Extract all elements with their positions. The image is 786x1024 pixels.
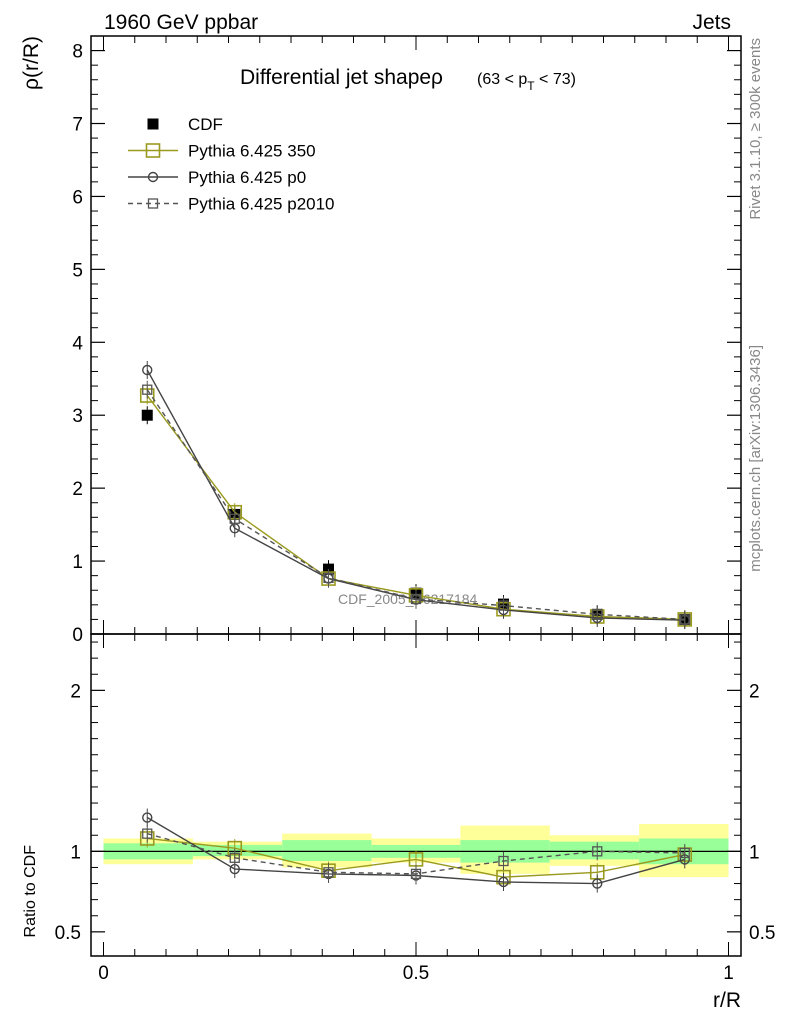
ratio-y-tick-label-right: 1 <box>749 842 760 863</box>
top-point-3-6 <box>679 614 690 625</box>
ratio-point-2-6 <box>679 847 690 859</box>
main-plot-panel: Differential jet shapeρ (63 < pT < 73) ρ… <box>20 36 741 646</box>
y-tick-label: 0 <box>72 625 83 646</box>
legend-marker-3 <box>147 198 159 209</box>
header-right: Jets <box>692 11 731 34</box>
ratio-series-group <box>139 808 693 893</box>
ratio-y-tick-label-right: 0.5 <box>749 923 775 944</box>
top-point-3-4 <box>498 600 509 611</box>
y-tick-label: 4 <box>72 333 83 354</box>
y-ticks-bottom: 0.5 0.5 1 1 2 2 <box>55 641 775 944</box>
top-point-3-2 <box>323 572 334 583</box>
ratio-y-label: Ratio to CDF <box>22 845 39 938</box>
band-inner <box>282 840 372 862</box>
legend-label: Pythia 6.425 350 <box>188 142 316 161</box>
x-ticks: 0 0.5 1 <box>98 634 734 984</box>
y-tick-label: 5 <box>72 260 83 281</box>
y-ticks-top: 0 1 2 3 4 5 6 7 8 <box>72 36 741 646</box>
ratio-point-2-0 <box>142 828 153 839</box>
y-tick-label: 7 <box>72 115 83 136</box>
y-tick-label: 6 <box>72 187 83 208</box>
rivet-label: Rivet 3.1.10, ≥ 300k events <box>747 38 764 220</box>
ratio-point-1-4 <box>498 876 509 888</box>
legend-marker-2 <box>147 171 159 183</box>
legend-label: Pythia 6.425 p2010 <box>188 195 335 214</box>
y-tick-label: 2 <box>72 479 83 500</box>
ratio-point-1-0 <box>142 812 153 823</box>
ratio-point-2-4 <box>498 855 509 867</box>
ratio-point-2-5 <box>592 846 603 857</box>
header-left: 1960 GeV ppbar <box>104 11 258 34</box>
top-point-3-5 <box>592 609 603 620</box>
legend-marker-1 <box>145 143 161 158</box>
legend-label: Pythia 6.425 p0 <box>188 168 306 187</box>
top-series-group <box>139 361 693 630</box>
ratio-point-2-3 <box>410 868 422 880</box>
ratio-point-2-1 <box>229 852 240 863</box>
legend: CDF Pythia 6.425 350 Pythia 6.425 p0 Pythia… <box>128 115 335 214</box>
top-point-3-1 <box>229 513 240 524</box>
ratio-point-1-5 <box>592 878 603 889</box>
uncertainty-bands <box>103 823 729 878</box>
y-axis-label: ρ(r/R) <box>20 36 43 90</box>
main-subtitle: (63 < pT < 73) <box>477 71 576 93</box>
top-point-2-0 <box>142 364 153 376</box>
top-point-3-0 <box>142 384 153 395</box>
top-point-0-0 <box>141 409 153 421</box>
ratio-y-tick-label-right: 2 <box>749 681 760 702</box>
band-inner <box>549 841 640 860</box>
ratio-point-2-2 <box>323 867 334 878</box>
legend-label: CDF <box>188 115 223 134</box>
top-point-3-3 <box>410 593 422 605</box>
x-tick-label: 0 <box>98 963 109 984</box>
y-tick-label: 8 <box>72 42 83 63</box>
x-axis-label: r/R <box>713 989 741 1012</box>
y-tick-label: 3 <box>72 406 83 427</box>
main-title: Differential jet shapeρ <box>240 66 443 89</box>
bottom-frame <box>90 633 742 957</box>
ratio-y-tick-label: 0.5 <box>55 923 81 944</box>
y-tick-label: 1 <box>72 552 83 573</box>
x-tick-label: 1 <box>723 963 734 984</box>
ratio-y-tick-label: 2 <box>70 681 81 702</box>
ratio-plot-panel: 0.5 0.51 12 2 0 0.5 1 Ratio to CDF r/R <box>22 634 775 1012</box>
x-tick-label: 0.5 <box>403 963 429 984</box>
ratio-y-tick-label: 1 <box>70 842 81 863</box>
legend-marker-0 <box>147 118 159 130</box>
band-inner <box>192 844 283 857</box>
top-series-line-2 <box>146 369 685 621</box>
mcplots-label: mcplots.cern.ch [arXiv:1306.3436] <box>747 345 764 572</box>
